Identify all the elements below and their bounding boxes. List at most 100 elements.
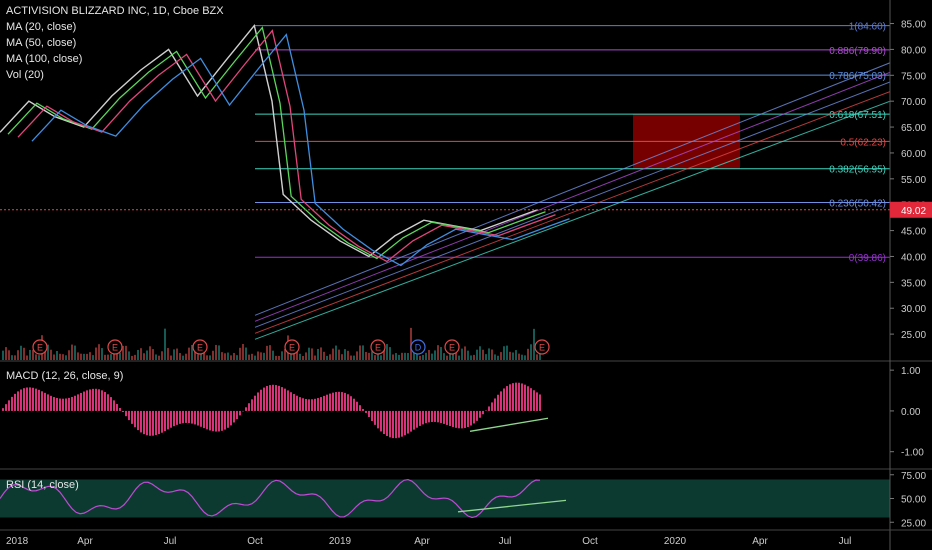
last-price-tag <box>890 201 932 218</box>
volume-bar <box>140 348 142 360</box>
last-price-label: 49.02 <box>901 206 926 217</box>
macd-bar <box>329 393 331 411</box>
volume-bar <box>215 344 217 360</box>
macd-bar <box>152 410 154 436</box>
macd-bar <box>53 397 55 411</box>
volume-bar <box>431 353 433 360</box>
macd-bar <box>362 408 364 411</box>
macd-bar <box>482 410 484 415</box>
dividend-marker <box>410 339 426 355</box>
macd-bar <box>368 410 370 418</box>
volume-bar <box>350 355 352 360</box>
macd-bar <box>479 410 481 418</box>
macd-bar <box>71 396 73 411</box>
macd-bar <box>233 410 235 423</box>
price-tick-label: 55.00 <box>901 175 926 186</box>
macd-bar <box>188 410 190 424</box>
volume-bar <box>98 344 100 360</box>
price-tick-label: 40.00 <box>901 252 926 263</box>
volume-bar <box>128 351 130 360</box>
volume-bar <box>401 352 403 360</box>
fib-label: 0.886(79.90) <box>829 46 886 57</box>
macd-bar <box>398 410 400 438</box>
macd-bar <box>266 386 268 411</box>
macd-bar <box>92 388 94 411</box>
macd-bar <box>41 391 43 411</box>
macd-bar <box>350 396 352 411</box>
macd-bar <box>17 391 19 411</box>
volume-bar <box>275 355 277 360</box>
rsi-line <box>0 478 541 519</box>
price-tick-label: 25.00 <box>901 330 926 341</box>
macd-bar <box>89 389 91 411</box>
macd-bar <box>443 410 445 424</box>
macd-bar <box>224 410 226 430</box>
legend-volume: Vol (20) <box>6 69 44 81</box>
macd-bar <box>275 385 277 411</box>
volume-bar <box>341 354 343 360</box>
volume-bar <box>32 349 34 360</box>
earnings-marker <box>444 339 460 355</box>
macd-bar <box>320 397 322 411</box>
macd-bar <box>191 410 193 424</box>
macd-bar <box>221 410 223 431</box>
marker-label: E <box>449 343 455 353</box>
volume-bar <box>464 346 466 360</box>
macd-bar <box>416 410 418 428</box>
macd-bar <box>77 394 79 411</box>
macd-bar <box>2 408 4 411</box>
volume-bar <box>503 346 505 360</box>
volume-bar <box>458 355 460 360</box>
volume-bar <box>80 353 82 360</box>
time-tick-label: 2019 <box>329 536 352 547</box>
macd-pane[interactable] <box>2 382 549 439</box>
ma100-line <box>31 33 570 267</box>
macd-bar <box>299 397 301 411</box>
fib-label: 0.618(67.51) <box>829 110 886 121</box>
volume-bar <box>521 354 523 360</box>
macd-bar <box>125 410 127 417</box>
volume-bar <box>353 355 355 360</box>
volume-bar <box>239 347 241 360</box>
macd-bar <box>317 398 319 411</box>
marker-label: E <box>289 343 295 353</box>
macd-bar <box>353 398 355 411</box>
volume-bar <box>290 350 292 360</box>
macd-bar <box>302 398 304 411</box>
rsi-pane[interactable] <box>0 478 890 519</box>
volume-bar <box>449 353 451 360</box>
price-legend: ACTIVISION BLIZZARD INC, 1D, Cboe BZX MA… <box>6 3 224 83</box>
price-pane[interactable]: 1(84.60) 0.886(79.90) 0.786(75.03) 0.618(67… <box>0 22 891 360</box>
volume-bar <box>374 355 376 360</box>
price-tick-label: 35.00 <box>901 278 926 289</box>
macd-bar <box>281 387 283 411</box>
volume-bar <box>377 353 379 360</box>
volume-bar <box>227 352 229 360</box>
volume-bar <box>230 355 232 360</box>
macd-bar <box>8 400 10 411</box>
earnings-marker <box>107 339 123 355</box>
macd-bar <box>47 394 49 411</box>
macd-bar <box>65 398 67 411</box>
volume-bar <box>134 354 136 360</box>
volume-bar <box>254 355 256 360</box>
chart-title: ACTIVISION BLIZZARD INC, 1D, Cboe BZX <box>6 5 224 17</box>
volume-bar <box>242 344 244 360</box>
volume-bar <box>110 354 112 360</box>
macd-bar <box>452 410 454 428</box>
volume-bar <box>278 355 280 360</box>
volume-bar <box>536 354 538 360</box>
volume-bar <box>191 345 193 360</box>
macd-bar <box>44 392 46 411</box>
price-tick-label: 65.00 <box>901 123 926 134</box>
macd-bar <box>308 399 310 411</box>
volume-bar <box>389 347 391 360</box>
macd-tick-label: -1.00 <box>901 448 924 459</box>
macd-bar <box>173 410 175 427</box>
macd-bar <box>347 394 349 411</box>
volume-bar <box>512 352 514 360</box>
macd-bar <box>392 410 394 439</box>
volume-bar <box>194 349 196 360</box>
macd-bar <box>311 399 313 411</box>
fib-label: 0.236(50.42) <box>829 199 886 210</box>
